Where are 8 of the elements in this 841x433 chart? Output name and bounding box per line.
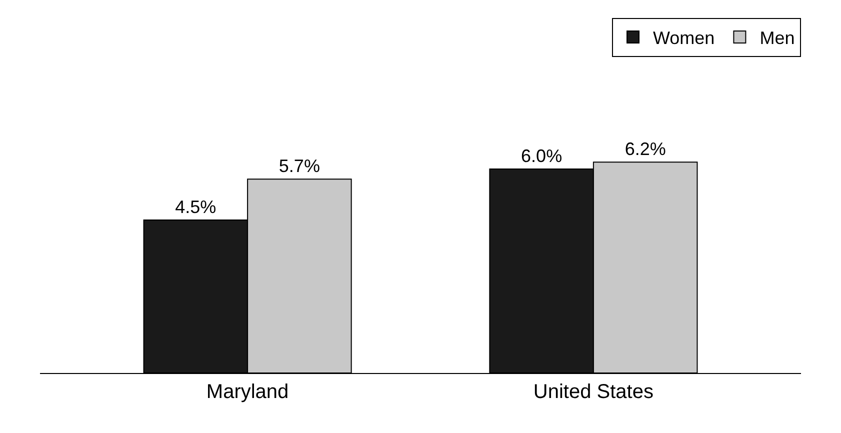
x-tick-label: Maryland [206,381,289,403]
data-label: 4.5% [175,196,216,217]
legend-label: Women [653,28,715,48]
data-label: 5.7% [278,156,320,176]
data-label: 6.0% [521,146,562,166]
legend-label: Men [760,28,795,48]
data-label: 6.2% [624,139,666,160]
x-tick-label: United States [533,381,654,403]
